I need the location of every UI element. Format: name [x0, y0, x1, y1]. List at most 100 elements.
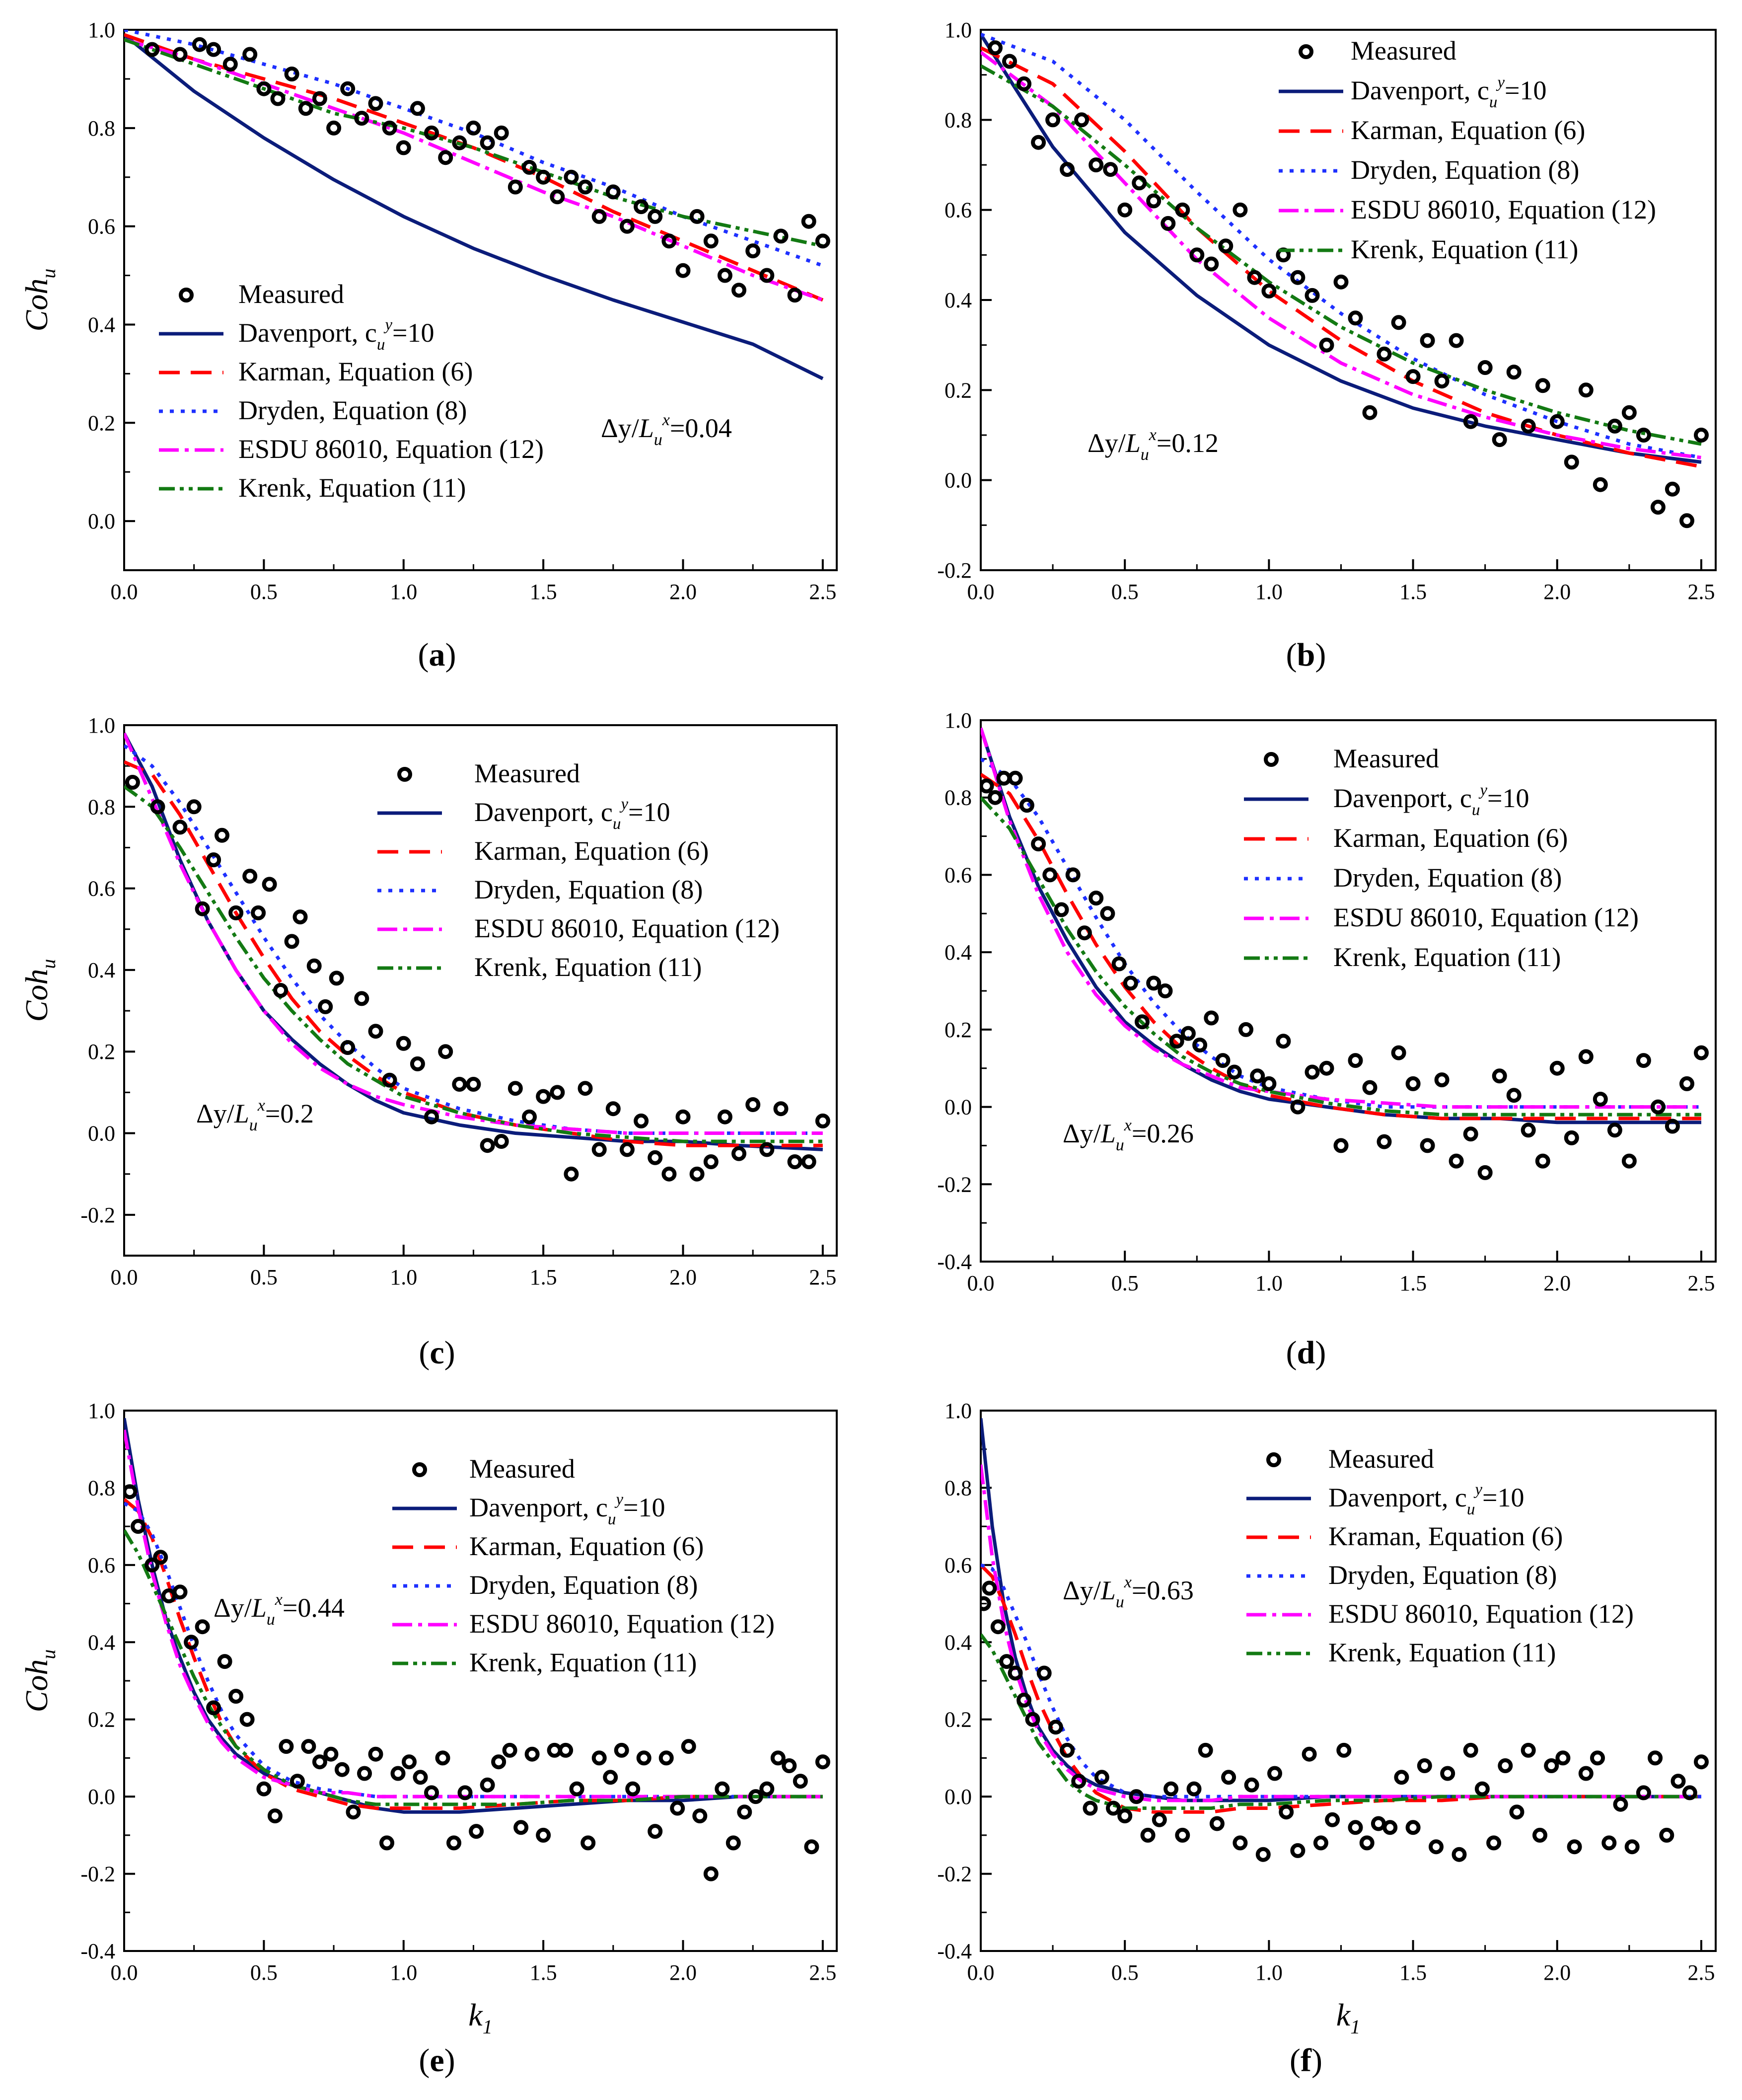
y-tick-label: 0.0 — [88, 1785, 115, 1809]
data-point-measured — [1391, 1045, 1406, 1060]
data-point-measured — [1305, 288, 1320, 303]
y-tick-label: 1.0 — [944, 1399, 972, 1423]
data-point-measured — [1477, 360, 1493, 375]
plot-frame — [123, 29, 838, 571]
legend: Measured Davenport, cu​y​=10 Karman, Equat… — [1279, 36, 1656, 264]
data-point-measured — [731, 283, 746, 298]
data-point-measured — [591, 209, 607, 224]
data-point-measured — [1377, 346, 1392, 362]
data-point-measured — [759, 1142, 775, 1157]
series-line-dryden — [124, 1501, 823, 1799]
data-point-measured — [334, 1762, 350, 1777]
data-point-measured — [661, 233, 677, 249]
data-point-measured — [1336, 1742, 1352, 1758]
legend: Measured Davenport, cu​y​=10 Karman, Equat… — [159, 279, 544, 503]
data-point-measured — [988, 40, 1003, 56]
data-point-measured — [1535, 1153, 1550, 1169]
data-point-measured — [536, 169, 551, 185]
y-tick-label: -0.4 — [937, 1939, 972, 1963]
legend-label-measured: Measured — [469, 1454, 575, 1484]
data-point-measured — [1521, 418, 1536, 434]
data-point-measured — [996, 770, 1012, 786]
annotation: Δy/Lux=0.12 — [1088, 426, 1219, 464]
data-point-measured — [1276, 1034, 1291, 1049]
data-point-measured — [1578, 382, 1594, 398]
data-point-measured — [326, 120, 342, 136]
plot-frame — [123, 1410, 838, 1952]
data-point-measured — [703, 1866, 719, 1881]
data-point-measured — [1405, 1820, 1421, 1835]
y-tick-label: 0.6 — [944, 1553, 972, 1577]
data-point-measured — [1060, 162, 1075, 177]
data-point-measured — [1302, 1746, 1317, 1762]
data-point-measured — [1247, 270, 1262, 285]
data-point-measured — [206, 1700, 221, 1716]
data-point-measured — [1089, 891, 1104, 906]
data-point-measured — [1083, 1800, 1098, 1816]
y-tick-label: -0.4 — [80, 1939, 115, 1963]
data-point-measured — [982, 1580, 997, 1596]
legend-label-esdu: ESDU 86010, Equation (12) — [474, 913, 780, 943]
data-point-measured — [1031, 135, 1046, 150]
panel-f: 0.0 0.5 1.0 1.5 2.0 2.5 -0.4 -0.2 0.0 0.2 0.4 0.6 0.… — [937, 1399, 1717, 2079]
legend-label-dryden: Dryden, Equation (8) — [1328, 1560, 1557, 1590]
data-point-measured — [1434, 374, 1450, 389]
legend-label-esdu: ESDU 86010, Equation (12) — [1351, 195, 1656, 225]
data-point-measured — [1045, 112, 1061, 128]
series-line-karman — [124, 33, 824, 302]
data-point-measured — [614, 1742, 629, 1758]
data-point-measured — [1204, 256, 1219, 272]
legend-marker-measured — [1299, 44, 1313, 59]
data-point-measured — [1161, 216, 1176, 231]
data-point-measured — [1621, 1153, 1637, 1169]
data-point-measured — [340, 81, 356, 96]
data-point-measured — [550, 189, 565, 205]
data-point-measured — [1146, 193, 1161, 209]
y-tick-label: 0.6 — [88, 877, 115, 901]
data-point-measured — [658, 1750, 674, 1766]
data-point-measured — [787, 1154, 802, 1169]
data-point-measured — [619, 219, 635, 234]
data-point-measured — [242, 869, 258, 884]
x-axis-label: k1 — [1336, 1997, 1360, 2038]
data-point-measured — [1391, 315, 1406, 330]
legend-label-esdu: ESDU 86010, Equation (12) — [469, 1609, 775, 1639]
series-line-krenk — [981, 1633, 1701, 1810]
data-point-measured — [1394, 1770, 1409, 1785]
data-point-measured — [446, 1835, 461, 1851]
data-point-measured — [759, 1781, 775, 1797]
data-point-measured — [184, 1635, 199, 1650]
data-point-measured — [675, 1109, 691, 1125]
data-point-measured — [424, 1785, 439, 1800]
data-point-measured — [1405, 369, 1421, 384]
data-point-measured — [1008, 770, 1023, 786]
y-tick-label: 0.8 — [88, 795, 115, 819]
y-tick-label: 0.4 — [88, 312, 115, 337]
data-point-measured — [494, 1134, 509, 1149]
x-tick-label: 0.5 — [250, 1960, 278, 1985]
x-tick-label: 2.0 — [1543, 1271, 1571, 1295]
data-point-measured — [564, 169, 579, 185]
data-point-measured — [522, 1109, 537, 1125]
y-tick-label: -0.2 — [937, 1172, 972, 1197]
data-point-measured — [1648, 1750, 1663, 1766]
panel-d: 0.0 0.5 1.0 1.5 2.0 2.5 -0.4 -0.2 0.0 0.2 0.4 0.6 0.… — [937, 708, 1717, 1371]
x-tick-label: 1.0 — [1255, 1960, 1283, 1985]
data-point-measured — [1198, 1742, 1213, 1758]
data-point-measured — [1506, 1088, 1522, 1103]
data-point-measured — [153, 1550, 168, 1565]
y-tick-label: 1.0 — [88, 1399, 115, 1423]
data-point-measured — [981, 1596, 991, 1611]
data-point-measured — [1233, 1835, 1248, 1851]
data-point-measured — [1060, 1742, 1075, 1758]
data-point-measured — [298, 101, 313, 116]
x-tick-label: 0.0 — [967, 1960, 995, 1985]
data-point-measured — [1218, 238, 1234, 254]
data-point-measured — [290, 1774, 305, 1789]
annotation: Δy/Lux=0.26 — [1063, 1116, 1194, 1154]
data-point-measured — [1042, 867, 1058, 883]
series-line-esdu — [981, 1464, 1701, 1802]
legend-label-karman: Karman, Equation (6) — [238, 357, 473, 386]
data-point-measured — [591, 1142, 607, 1157]
data-point-measured — [1417, 1758, 1432, 1773]
